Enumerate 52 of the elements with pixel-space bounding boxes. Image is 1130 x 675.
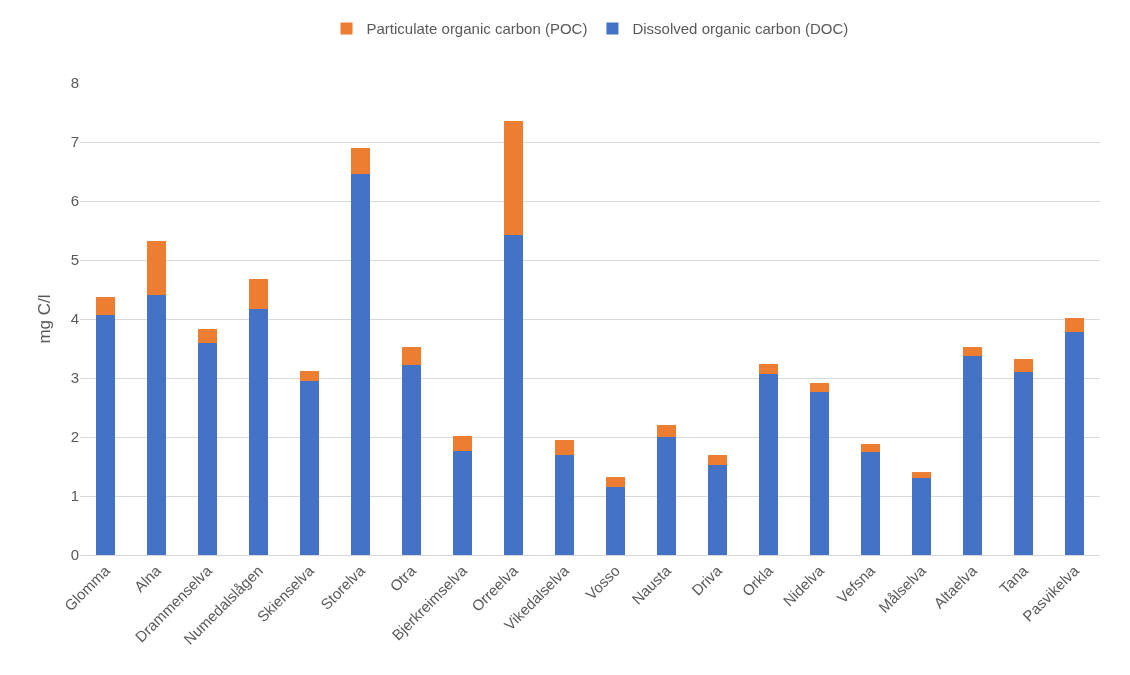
bar bbox=[350, 174, 371, 555]
bar bbox=[401, 346, 422, 366]
bar bbox=[452, 435, 473, 451]
bar bbox=[707, 465, 728, 555]
bar bbox=[656, 424, 677, 437]
bar bbox=[401, 365, 422, 555]
bar bbox=[503, 234, 524, 555]
bar bbox=[197, 342, 218, 555]
bar bbox=[656, 437, 677, 555]
bar bbox=[860, 444, 881, 452]
bar bbox=[809, 383, 830, 393]
bar bbox=[1013, 358, 1034, 373]
bar bbox=[809, 392, 830, 555]
bar bbox=[248, 279, 269, 309]
bar bbox=[758, 363, 779, 375]
bar bbox=[758, 374, 779, 555]
bar bbox=[605, 486, 626, 555]
bar bbox=[95, 314, 116, 555]
bar bbox=[860, 451, 881, 555]
bar bbox=[554, 454, 575, 555]
y-tick-label: 7 bbox=[70, 133, 79, 151]
y-tick-label: 0 bbox=[70, 546, 79, 564]
legend-label: Particulate organic carbon (POC) bbox=[366, 20, 588, 38]
y-tick-label: 3 bbox=[70, 369, 79, 387]
bar bbox=[605, 476, 626, 487]
y-axis-title: mg C/l bbox=[35, 294, 55, 344]
bar bbox=[299, 370, 320, 381]
bar bbox=[554, 439, 575, 455]
legend-label: Dissolved organic carbon (DOC) bbox=[632, 20, 849, 38]
y-tick-label: 5 bbox=[70, 251, 79, 269]
bar bbox=[248, 308, 269, 555]
bar bbox=[146, 240, 167, 295]
bar bbox=[1064, 331, 1085, 555]
bar bbox=[197, 329, 218, 343]
bar bbox=[503, 120, 524, 235]
bar bbox=[1013, 372, 1034, 555]
bar bbox=[1064, 317, 1085, 332]
bar bbox=[146, 294, 167, 555]
bar bbox=[452, 450, 473, 555]
bar bbox=[911, 477, 932, 555]
bar bbox=[707, 455, 728, 466]
bar bbox=[962, 346, 983, 357]
bar bbox=[95, 296, 116, 315]
y-tick-label: 2 bbox=[70, 428, 79, 446]
bar bbox=[911, 471, 932, 478]
bar bbox=[350, 147, 371, 175]
y-tick-label: 6 bbox=[70, 192, 79, 210]
y-tick-label: 8 bbox=[70, 74, 79, 92]
y-tick-label: 4 bbox=[70, 310, 79, 328]
bar bbox=[299, 380, 320, 555]
bar bbox=[962, 356, 983, 555]
y-tick-label: 1 bbox=[70, 487, 79, 505]
